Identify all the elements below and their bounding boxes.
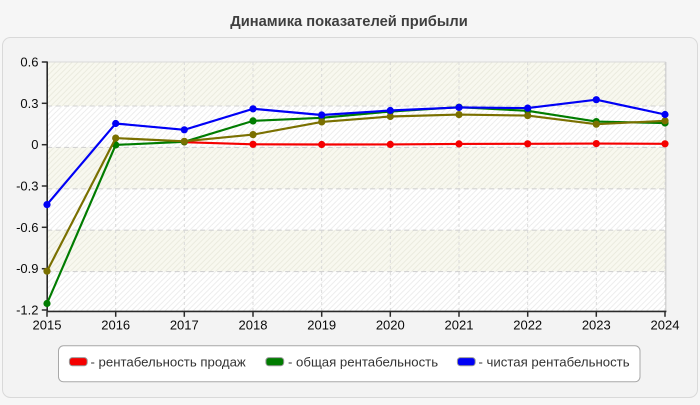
svg-text:2021: 2021 bbox=[445, 318, 474, 333]
svg-text:2022: 2022 bbox=[513, 318, 542, 333]
svg-text:- рентабельность продаж: - рентабельность продаж bbox=[91, 354, 246, 369]
svg-text:-0.9: -0.9 bbox=[16, 261, 38, 276]
svg-text:- чистая рентабельность: - чистая рентабельность bbox=[479, 354, 630, 369]
svg-text:0.3: 0.3 bbox=[20, 96, 38, 111]
svg-text:2020: 2020 bbox=[376, 318, 405, 333]
svg-text:Динамика показателей прибыли: Динамика показателей прибыли bbox=[230, 14, 467, 30]
svg-text:2018: 2018 bbox=[239, 318, 268, 333]
svg-text:2024: 2024 bbox=[651, 318, 680, 333]
svg-text:0.6: 0.6 bbox=[20, 55, 38, 70]
svg-text:2017: 2017 bbox=[170, 318, 199, 333]
svg-text:-1.2: -1.2 bbox=[16, 303, 38, 318]
svg-text:2023: 2023 bbox=[582, 318, 611, 333]
svg-text:-0.6: -0.6 bbox=[16, 220, 38, 235]
svg-text:- общая рентабельность: - общая рентабельность bbox=[288, 354, 438, 369]
svg-text:2016: 2016 bbox=[101, 318, 130, 333]
svg-text:2015: 2015 bbox=[33, 318, 62, 333]
svg-text:0: 0 bbox=[31, 137, 38, 152]
svg-text:-0.3: -0.3 bbox=[16, 179, 38, 194]
svg-text:2019: 2019 bbox=[307, 318, 336, 333]
